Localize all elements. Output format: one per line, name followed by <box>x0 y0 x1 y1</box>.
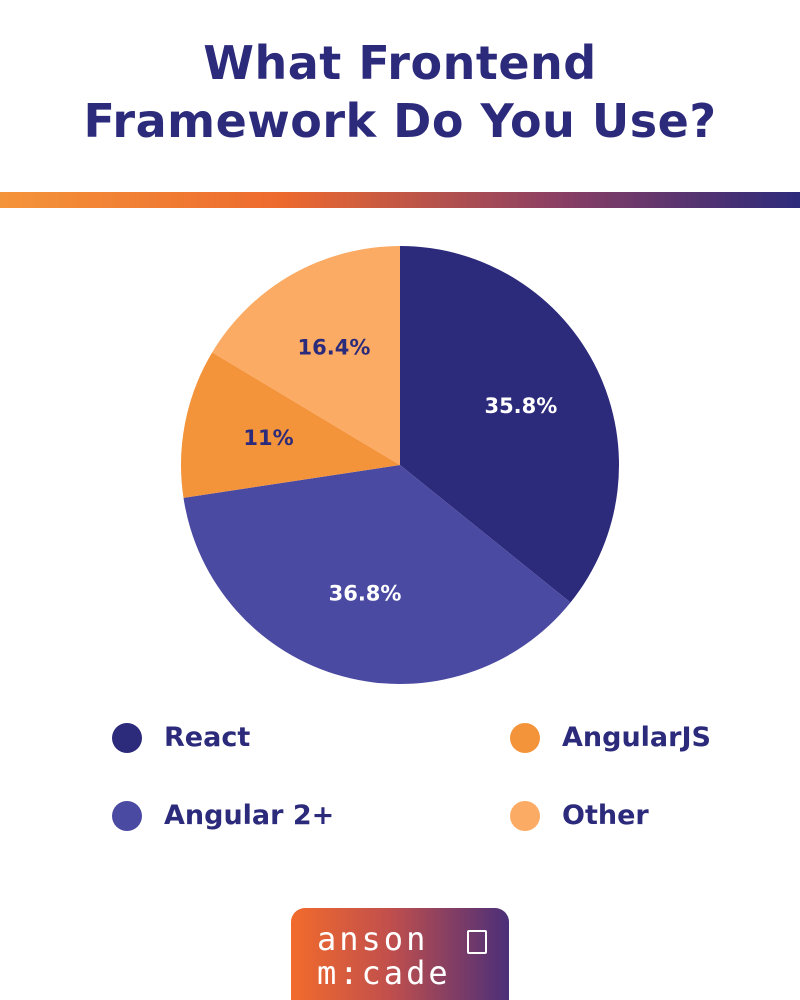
pie-slice-angularjs <box>181 352 400 498</box>
pie-label-angularjs: 11% <box>243 426 293 450</box>
brand-logo: anson m:cade <box>291 908 509 1000</box>
pie-slice-angular-2- <box>183 465 571 684</box>
brand-logo-line-2: m:cade <box>317 954 451 992</box>
pie-slice-other <box>212 246 400 465</box>
pie-label-angular-2-: 36.8% <box>329 581 402 605</box>
brand-mark-icon <box>467 930 487 954</box>
pie-slice-react <box>400 246 619 603</box>
brand-logo-text: anson m:cade <box>317 922 487 990</box>
brand-logo-line-1: anson <box>317 920 429 958</box>
chart-title-line-2: Framework Do You Use? <box>83 94 717 148</box>
gradient-divider <box>0 192 800 208</box>
pie-label-react: 35.8% <box>484 394 557 418</box>
pie-label-other: 16.4% <box>298 335 371 359</box>
chart-title-line-1: What Frontend <box>203 36 597 90</box>
chart-title: What Frontend Framework Do You Use? <box>0 34 800 150</box>
